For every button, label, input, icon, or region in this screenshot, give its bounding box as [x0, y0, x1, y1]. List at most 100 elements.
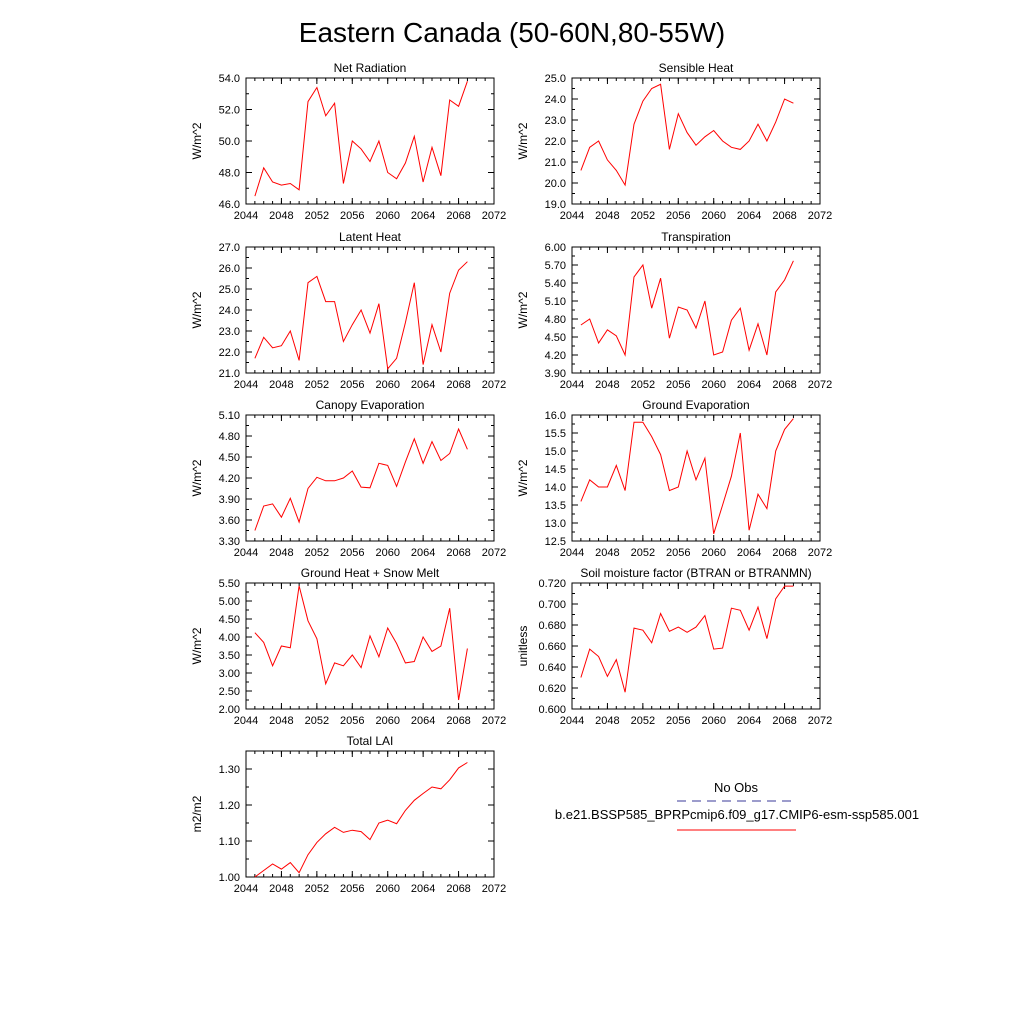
x-tick-label: 2072 [808, 547, 832, 559]
y-tick-label: 5.40 [545, 278, 566, 290]
y-axis-label: m2/m2 [190, 795, 204, 832]
x-tick-label: 2048 [269, 715, 293, 727]
x-tick-label: 2060 [375, 883, 399, 895]
panel-3: Transpiration W/m^2 2044 2048 2052 2056 2060 20… [516, 230, 832, 391]
y-tick-label: 15.5 [545, 428, 566, 440]
y-tick-label: 4.80 [219, 431, 240, 443]
panel-0: Net Radiation W/m^2 2044 2048 2052 2056 2060 20… [190, 61, 506, 222]
x-tick-label: 2056 [340, 210, 364, 222]
series-line [254, 81, 468, 197]
panel-title: Latent Heat [339, 230, 402, 244]
y-tick-label: 19.0 [545, 199, 566, 211]
x-tick-label: 2044 [234, 715, 258, 727]
plot-frame [571, 246, 821, 374]
y-axis-label: W/m^2 [190, 627, 204, 664]
x-tick-label: 2044 [234, 547, 258, 559]
y-tick-label: 26.0 [219, 263, 240, 275]
y-tick-label: 4.50 [545, 332, 566, 344]
x-tick-label: 2064 [411, 883, 435, 895]
y-tick-label: 5.10 [219, 410, 240, 422]
panel-title: Transpiration [661, 230, 731, 244]
x-tick-label: 2052 [631, 715, 655, 727]
y-tick-label: 0.640 [538, 662, 566, 674]
y-axis-label: W/m^2 [516, 459, 530, 496]
panel-2: Latent Heat W/m^2 2044 2048 2052 2056 2060 2064… [190, 230, 506, 391]
panel-title: Ground Heat + Snow Melt [301, 566, 440, 580]
y-tick-label: 3.90 [545, 368, 566, 380]
y-tick-label: 52.0 [219, 105, 240, 117]
x-tick-label: 2072 [482, 547, 506, 559]
x-tick-label: 2068 [772, 715, 796, 727]
y-tick-label: 5.10 [545, 296, 566, 308]
x-tick-label: 2068 [446, 715, 470, 727]
x-tick-label: 2064 [737, 210, 761, 222]
plot-frame [571, 77, 821, 205]
panel-6: Ground Heat + Snow Melt W/m^2 2044 2048 2052… [190, 566, 506, 727]
y-tick-label: 14.0 [545, 482, 566, 494]
y-axis-label: W/m^2 [190, 459, 204, 496]
x-tick-label: 2056 [666, 210, 690, 222]
x-tick-label: 2060 [375, 379, 399, 391]
x-tick-label: 2064 [411, 210, 435, 222]
y-tick-label: 16.0 [545, 410, 566, 422]
series-line [254, 762, 468, 878]
x-tick-label: 2048 [269, 547, 293, 559]
x-tick-label: 2048 [595, 715, 619, 727]
legend-obs-label: No Obs [714, 780, 759, 795]
y-tick-label: 1.00 [219, 872, 240, 884]
panel-title: Net Radiation [334, 61, 407, 75]
panel-title: Ground Evaporation [642, 398, 749, 412]
x-tick-label: 2052 [305, 379, 329, 391]
x-tick-label: 2048 [595, 547, 619, 559]
y-tick-label: 0.700 [538, 599, 566, 611]
y-tick-label: 12.5 [545, 536, 566, 548]
x-tick-label: 2060 [375, 715, 399, 727]
y-tick-label: 24.0 [219, 305, 240, 317]
y-tick-label: 24.0 [545, 94, 566, 106]
y-tick-label: 48.0 [219, 168, 240, 180]
y-tick-label: 21.0 [219, 368, 240, 380]
x-tick-label: 2068 [446, 379, 470, 391]
x-tick-label: 2068 [772, 547, 796, 559]
series-line [580, 83, 794, 187]
x-tick-label: 2060 [701, 210, 725, 222]
x-tick-label: 2068 [772, 210, 796, 222]
x-tick-label: 2056 [340, 883, 364, 895]
y-tick-label: 3.00 [219, 668, 240, 680]
x-tick-label: 2048 [269, 379, 293, 391]
x-tick-label: 2048 [595, 379, 619, 391]
legend-model-label: b.e21.BSSP585_BPRPcmip6.f09_g17.CMIP6-es… [555, 807, 919, 822]
x-tick-label: 2056 [340, 547, 364, 559]
x-tick-label: 2072 [482, 715, 506, 727]
y-tick-label: 23.0 [545, 115, 566, 127]
panel-title: Canopy Evaporation [316, 398, 425, 412]
panel-4: Canopy Evaporation W/m^2 2044 2048 2052 2056 2… [190, 398, 506, 559]
x-tick-label: 2064 [411, 379, 435, 391]
panel-8: Total LAI m2/m2 2044 2048 2052 2056 2060 2064 20… [190, 734, 506, 895]
x-tick-label: 2052 [631, 547, 655, 559]
y-tick-label: 13.5 [545, 500, 566, 512]
y-tick-label: 3.50 [219, 650, 240, 662]
x-tick-label: 2064 [737, 547, 761, 559]
y-tick-label: 0.720 [538, 578, 566, 590]
x-tick-label: 2044 [560, 715, 584, 727]
y-tick-label: 27.0 [219, 242, 240, 254]
panel-title: Soil moisture factor (BTRAN or BTRANMN) [580, 566, 811, 580]
y-tick-label: 21.0 [545, 157, 566, 169]
x-tick-label: 2056 [340, 379, 364, 391]
x-tick-label: 2056 [666, 379, 690, 391]
x-tick-label: 2052 [305, 547, 329, 559]
y-tick-label: 13.0 [545, 518, 566, 530]
y-tick-label: 5.70 [545, 260, 566, 272]
series-line [580, 418, 794, 534]
y-tick-label: 22.0 [545, 136, 566, 148]
x-tick-label: 2064 [411, 547, 435, 559]
x-tick-label: 2060 [701, 379, 725, 391]
y-tick-label: 23.0 [219, 326, 240, 338]
x-tick-label: 2068 [446, 883, 470, 895]
y-axis-label: W/m^2 [516, 291, 530, 328]
series-line [254, 261, 468, 370]
y-tick-label: 3.90 [219, 494, 240, 506]
panel-title: Sensible Heat [659, 61, 734, 75]
